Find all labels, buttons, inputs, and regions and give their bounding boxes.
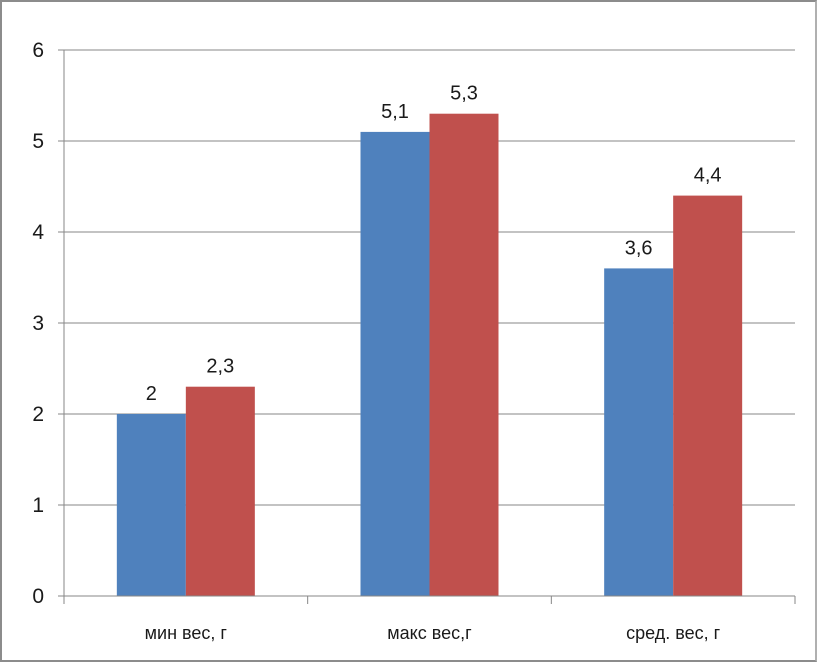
x-category-label: мин вес, г [145, 623, 228, 643]
data-label: 2 [146, 383, 157, 405]
y-tick-label: 5 [32, 130, 44, 153]
x-category-label: макс вес,г [387, 623, 472, 643]
bar-series2 [673, 195, 743, 596]
bars [116, 113, 743, 596]
x-category-label: сред. вес, г [626, 623, 721, 643]
y-tick-label: 0 [32, 585, 44, 608]
bar-series1 [116, 414, 186, 596]
axes [58, 49, 796, 604]
data-label: 2,3 [206, 356, 234, 378]
bar-series2 [185, 386, 255, 596]
data-label: 5,3 [450, 83, 478, 105]
bar-series1 [604, 268, 674, 596]
labels: 0 1 2 3 4 5 6 2 2,3 мин вес, г 5,1 5,3 макс вес,г 3,6… [32, 39, 721, 643]
data-label: 5,1 [381, 101, 409, 123]
y-tick-label: 6 [32, 39, 44, 62]
y-tick-label: 3 [32, 312, 44, 335]
y-tick-label: 4 [32, 221, 44, 244]
y-tick-label: 2 [32, 403, 44, 426]
y-tick-label: 1 [32, 494, 44, 517]
data-label: 4,4 [694, 165, 722, 187]
bar-series1 [360, 131, 430, 596]
bar-series2 [429, 113, 499, 596]
data-label: 3,6 [625, 237, 653, 259]
